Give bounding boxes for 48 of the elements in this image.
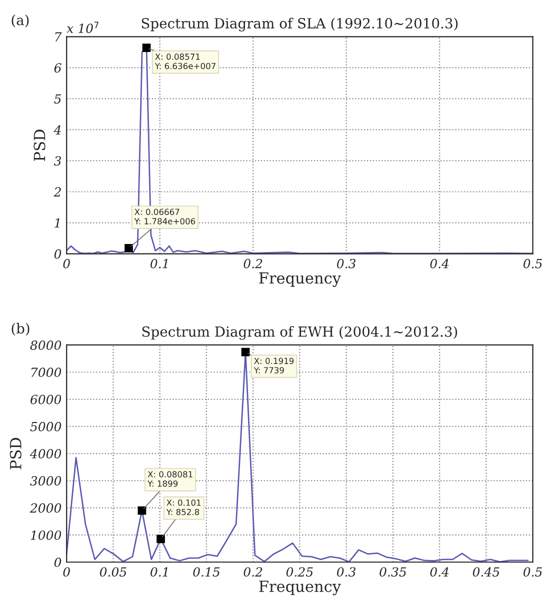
x-tick-label: 0.4 xyxy=(430,567,449,577)
x-tick-label: 0 xyxy=(63,258,70,268)
annotation: X: 0.08571 Y: 6.636e+007 xyxy=(154,54,216,70)
y-tick-label: 5 xyxy=(54,94,61,104)
x-tick-label: 0.15 xyxy=(193,567,220,577)
y-tick-label: 3 xyxy=(54,156,61,166)
x-axis-title: Frequency xyxy=(259,272,341,287)
x-tick-label: 0.35 xyxy=(380,567,406,577)
y-tick-label: 8000 xyxy=(30,340,62,350)
chart-title: Spectrum Diagram of SLA (1992.10~2010.3) xyxy=(142,18,458,32)
x-tick-label: 0.5 xyxy=(524,258,542,268)
y-tick-label: 4 xyxy=(54,125,61,134)
x-tick-label: 0.05 xyxy=(100,567,126,577)
y-tick-label: 1 xyxy=(54,218,60,228)
annotation: X: 0.06667 Y: 1.784e+006 xyxy=(134,208,196,224)
x-tick-label: 0.4 xyxy=(430,258,449,268)
annotation: X: 0.101 Y: 852.8 xyxy=(166,500,201,516)
x-tick-label: 0.3 xyxy=(337,567,356,577)
x-tick-label: 0.1 xyxy=(150,258,168,268)
text: (a) xyxy=(12,14,29,28)
y-tick-label: 6 xyxy=(54,63,62,73)
x-tick-label: 0.2 xyxy=(244,258,262,268)
y-axis-title: PSD xyxy=(34,130,46,161)
x-tick-label: 0.2 xyxy=(244,567,262,577)
y-tick-label: 2000 xyxy=(30,503,62,513)
text: x 10$^{7}$ xyxy=(66,22,98,34)
y-tick-label: 7 xyxy=(55,32,62,42)
annotation: X: 0.1919 Y: 7739 xyxy=(254,358,294,374)
y-tick-label: 7000 xyxy=(31,368,62,378)
y-tick-label: 0 xyxy=(54,558,62,568)
x-tick-label: 0 xyxy=(63,567,70,577)
y-tick-label: 4000 xyxy=(30,449,62,458)
y-tick-label: 3000 xyxy=(30,476,62,486)
text: (b) xyxy=(12,322,30,336)
x-tick-label: 0.25 xyxy=(286,567,313,577)
y-tick-label: 6000 xyxy=(30,394,62,404)
x-tick-label: 0.5 xyxy=(524,567,542,577)
y-tick-label: 0 xyxy=(54,249,62,259)
y-tick-label: 2 xyxy=(54,187,61,197)
x-tick-label: 0.3 xyxy=(337,258,356,268)
y-tick-label: 5000 xyxy=(30,422,62,432)
x-tick-label: 0.45 xyxy=(472,567,500,577)
y-axis-title: PSD xyxy=(10,438,22,470)
y-tick-label: 1000 xyxy=(30,530,62,540)
x-axis-title: Frequency xyxy=(259,580,341,596)
x-tick-label: 0.1 xyxy=(150,567,168,577)
chart-title: Spectrum Diagram of EWH (2004.1~2012.3) xyxy=(142,326,458,340)
annotation: X: 0.08081 Y: 1899 xyxy=(147,471,192,487)
